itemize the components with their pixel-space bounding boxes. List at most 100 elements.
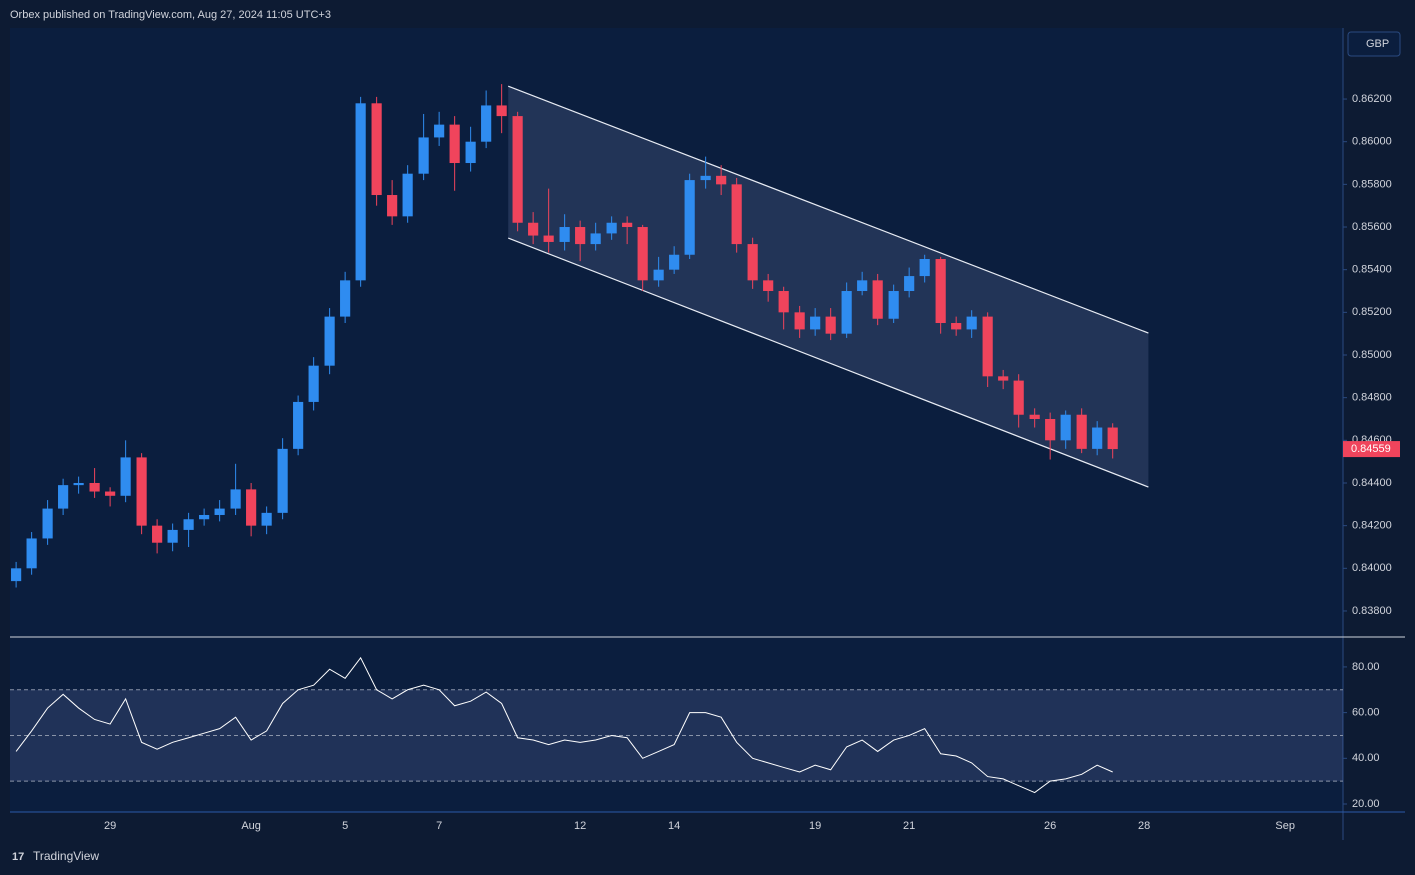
currency: GBP bbox=[1366, 38, 1389, 50]
candle-body bbox=[481, 105, 492, 142]
price-label-bg bbox=[1343, 441, 1400, 458]
candle-body bbox=[434, 124, 445, 138]
candle-body bbox=[277, 448, 288, 513]
currency-button[interactable] bbox=[1347, 31, 1401, 57]
y-tick-label: 0.85000 bbox=[1352, 349, 1392, 361]
candle-body bbox=[575, 227, 586, 245]
candle-body bbox=[998, 376, 1009, 381]
candle-body bbox=[246, 489, 257, 526]
y-tick-label: 0.85800 bbox=[1352, 178, 1392, 190]
y-tick-label: 0.84800 bbox=[1352, 392, 1392, 404]
candle-body bbox=[763, 280, 774, 292]
x-tick-label: 26 bbox=[1044, 820, 1056, 832]
candle-body bbox=[214, 508, 225, 515]
candle-body bbox=[794, 312, 805, 330]
candle-body bbox=[293, 401, 304, 449]
candle-body bbox=[1013, 380, 1024, 415]
rsi-line bbox=[15, 656, 1113, 794]
candle-body bbox=[606, 222, 617, 234]
candle-body bbox=[402, 173, 413, 217]
x-tick-label: 5 bbox=[342, 820, 348, 832]
y-tick-label: 0.84200 bbox=[1352, 520, 1392, 532]
plot-area bbox=[10, 28, 1343, 812]
candle-body bbox=[528, 222, 539, 236]
x-tick-label: 7 bbox=[436, 820, 442, 832]
candle-body bbox=[120, 457, 131, 496]
candle-body bbox=[1029, 414, 1040, 419]
candle-body bbox=[1107, 427, 1118, 450]
candle-body bbox=[371, 103, 382, 196]
y-tick-label: 0.86000 bbox=[1352, 136, 1392, 148]
candle-body bbox=[167, 529, 178, 543]
candle-body bbox=[465, 141, 476, 164]
candle-body bbox=[825, 316, 836, 334]
price-label: 0.84559 bbox=[1351, 443, 1391, 455]
candle-body bbox=[622, 222, 633, 228]
x-tick-label: 14 bbox=[668, 820, 680, 832]
candle-body bbox=[543, 235, 554, 242]
candle-body bbox=[1076, 414, 1087, 449]
candle-body bbox=[324, 316, 335, 366]
candle-body bbox=[669, 254, 680, 270]
candle-body bbox=[261, 512, 272, 526]
candle-body bbox=[152, 525, 163, 543]
x-tick-label: 12 bbox=[574, 820, 586, 832]
candle-body bbox=[1045, 418, 1056, 441]
channel-line bbox=[508, 237, 1149, 488]
y-tick-label: 60.00 bbox=[1352, 707, 1380, 719]
candle-body bbox=[26, 538, 37, 569]
candle-body bbox=[810, 316, 821, 330]
candle-body bbox=[89, 482, 100, 492]
candle-body bbox=[340, 280, 351, 317]
candle-body bbox=[778, 291, 789, 313]
candle-body bbox=[841, 291, 852, 334]
candle-body bbox=[653, 269, 664, 281]
x-tick-label: 28 bbox=[1138, 820, 1150, 832]
candle-body bbox=[982, 316, 993, 377]
candle-body bbox=[1092, 427, 1103, 449]
y-tick-label: 0.85600 bbox=[1352, 221, 1392, 233]
candle-body bbox=[935, 259, 946, 324]
candle-body bbox=[496, 105, 507, 117]
candle-body bbox=[559, 227, 570, 242]
candle-body bbox=[1060, 414, 1071, 441]
candle-body bbox=[888, 291, 899, 319]
candle-body bbox=[73, 482, 84, 486]
y-tick-label: 0.85200 bbox=[1352, 306, 1392, 318]
candle-body bbox=[872, 280, 883, 319]
candle-body bbox=[418, 137, 429, 174]
y-tick-label: 0.84000 bbox=[1352, 562, 1392, 574]
channel-fill bbox=[508, 86, 1149, 488]
logo-icon: 17 bbox=[12, 851, 24, 863]
candle-body bbox=[951, 323, 962, 330]
candle-body bbox=[183, 519, 194, 530]
candle-body bbox=[857, 280, 868, 292]
channel-line bbox=[508, 85, 1149, 334]
candle-body bbox=[11, 568, 22, 582]
candle-body bbox=[42, 508, 53, 539]
x-tick-label: Aug bbox=[241, 820, 261, 832]
y-tick-label: 40.00 bbox=[1352, 752, 1380, 764]
candle-body bbox=[731, 184, 742, 245]
x-tick-label: 21 bbox=[903, 820, 915, 832]
candle-body bbox=[387, 195, 398, 217]
x-tick-label: Sep bbox=[1275, 820, 1295, 832]
candle-body bbox=[308, 365, 319, 402]
candle-body bbox=[747, 244, 758, 281]
candle-body bbox=[199, 514, 210, 520]
y-tick-label: 80.00 bbox=[1352, 661, 1380, 673]
x-tick-label: 29 bbox=[104, 820, 116, 832]
candle-body bbox=[637, 227, 648, 281]
candle-body bbox=[590, 233, 601, 245]
y-tick-label: 0.86200 bbox=[1352, 93, 1392, 105]
candle-body bbox=[105, 491, 116, 496]
header: Orbex published on TradingView.com, Aug … bbox=[10, 9, 331, 21]
x-tick-label: 19 bbox=[809, 820, 821, 832]
candle-body bbox=[716, 175, 727, 185]
candle-body bbox=[230, 489, 241, 509]
y-tick-label: 0.84400 bbox=[1352, 477, 1392, 489]
candle-body bbox=[136, 457, 147, 526]
candle-body bbox=[684, 180, 695, 255]
candle-body bbox=[904, 276, 915, 292]
